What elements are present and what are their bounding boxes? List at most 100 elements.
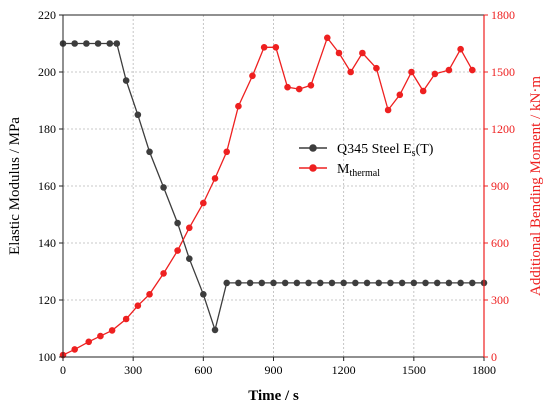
data-point-moment: [97, 332, 104, 340]
axes: 0 300 600 900 1200 1500 1800 100 120 140 160 180 200…: [38, 8, 515, 377]
data-point-moment: [359, 49, 366, 57]
data-point-modulus: [469, 279, 476, 287]
legend-label-modulus: Q345 Steel Es(T): [337, 142, 434, 159]
right-y-tick-label: 1500: [491, 65, 515, 79]
data-point-modulus: [160, 184, 167, 191]
legend-label-modulus-tail: (T): [416, 142, 434, 157]
left-y-tick-label: 200: [38, 65, 56, 79]
data-point-modulus: [258, 279, 266, 287]
data-point-modulus: [305, 279, 312, 287]
legend-marker-modulus: [309, 144, 317, 152]
left-y-tick-label: 100: [38, 350, 56, 364]
data-point-modulus: [270, 279, 277, 287]
left-y-tick-label: 220: [38, 8, 56, 22]
right-y-tick-label: 0: [491, 350, 497, 364]
x-tick-label: 300: [124, 363, 142, 377]
data-point-modulus: [146, 148, 153, 156]
data-point-modulus: [316, 279, 324, 287]
data-point-modulus: [174, 219, 181, 227]
left-y-tick-label: 180: [38, 122, 56, 136]
data-point-moment: [272, 44, 280, 51]
data-point-modulus: [211, 326, 219, 334]
data-point-moment: [211, 175, 219, 182]
data-point-moment: [146, 291, 153, 298]
grid-lines: [63, 15, 484, 357]
data-point-moment: [260, 44, 268, 51]
right-y-axis-title: Additional Bending Moment / kN·m: [528, 76, 544, 296]
data-point-moment: [396, 91, 404, 99]
data-point-modulus: [340, 279, 347, 287]
data-point-moment: [347, 68, 354, 76]
data-point-moment: [373, 64, 380, 72]
data-point-moment: [174, 247, 181, 254]
data-point-moment: [335, 49, 343, 57]
x-tick-label: 900: [265, 363, 283, 377]
right-y-tick-label: 600: [491, 236, 509, 250]
data-point-modulus: [113, 40, 121, 47]
data-point-modulus: [445, 279, 453, 287]
data-point-modulus: [223, 279, 231, 287]
data-point-moment: [134, 302, 142, 310]
data-point-moment: [323, 34, 331, 42]
legend-marker-moment: [309, 164, 317, 172]
data-point-modulus: [387, 279, 394, 287]
data-point-moment: [284, 83, 291, 91]
left-y-tick-label: 140: [38, 236, 56, 250]
data-point-modulus: [398, 279, 406, 287]
data-point-moment: [223, 148, 231, 156]
data-point-moment: [122, 315, 130, 323]
data-point-modulus: [281, 279, 289, 287]
legend: Q345 Steel Es(T) Mthermal: [299, 142, 434, 179]
right-y-tick-label: 1200: [491, 122, 515, 136]
legend-label-moment-sub: thermal: [349, 168, 380, 179]
data-point-modulus: [122, 77, 130, 84]
data-point-moment: [469, 66, 476, 74]
data-point-moment: [85, 338, 93, 346]
x-tick-label: 0: [60, 363, 66, 377]
data-point-modulus: [457, 279, 464, 287]
data-point-modulus: [363, 279, 371, 287]
series-layer: [59, 34, 488, 359]
data-point-moment: [408, 68, 415, 76]
data-point-moment: [419, 87, 427, 95]
legend-label-modulus-main: Q345 Steel E: [337, 142, 412, 157]
data-point-moment: [160, 270, 167, 277]
data-point-modulus: [422, 279, 429, 287]
data-point-modulus: [352, 279, 359, 287]
data-point-modulus: [235, 279, 242, 287]
series-line-moment: [62, 36, 473, 356]
data-point-modulus: [410, 279, 418, 287]
data-point-modulus: [106, 40, 114, 47]
data-point-modulus: [293, 279, 301, 287]
data-point-moment: [457, 45, 464, 53]
left-y-tick-label: 160: [38, 179, 56, 193]
x-tick-label: 600: [194, 363, 212, 377]
left-y-axis-title: Elastic Modulus / MPa: [7, 117, 23, 255]
left-y-tick-label: 120: [38, 293, 56, 307]
right-y-tick-label: 900: [491, 179, 509, 193]
data-point-moment: [445, 66, 453, 74]
data-point-modulus: [200, 291, 207, 298]
x-tick-label: 1500: [402, 363, 426, 377]
right-y-tick-label: 1800: [491, 8, 515, 22]
data-point-moment: [249, 72, 256, 80]
data-point-moment: [186, 224, 193, 232]
data-point-modulus: [83, 40, 90, 47]
data-point-modulus: [375, 279, 383, 287]
data-point-moment: [71, 346, 78, 353]
data-point-modulus: [246, 279, 254, 287]
data-point-modulus: [186, 255, 193, 262]
data-point-moment: [431, 70, 439, 78]
data-point-moment: [108, 327, 116, 334]
legend-label-modulus-sub: s: [412, 148, 416, 159]
data-point-modulus: [71, 40, 78, 47]
data-point-modulus: [94, 40, 102, 47]
legend-label-moment: Mthermal: [337, 162, 380, 179]
legend-label-moment-main: M: [337, 162, 350, 177]
data-point-moment: [307, 82, 315, 89]
x-tick-label: 1800: [472, 363, 496, 377]
data-point-modulus: [433, 279, 441, 287]
data-point-modulus: [134, 111, 142, 119]
x-tick-label: 1200: [332, 363, 356, 377]
